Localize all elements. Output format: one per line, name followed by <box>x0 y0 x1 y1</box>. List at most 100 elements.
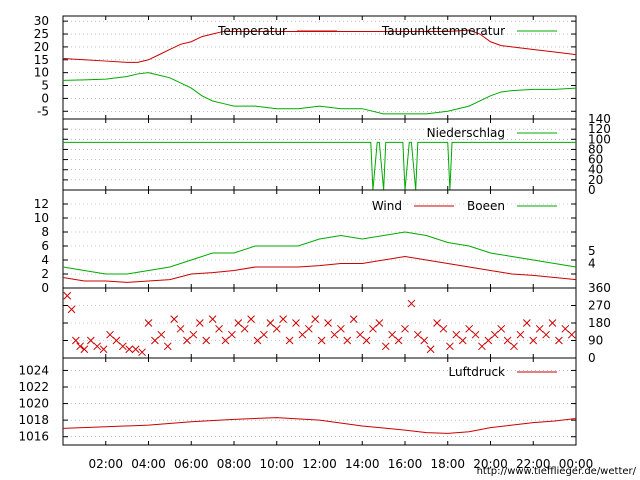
scatter-point <box>208 315 217 323</box>
series-line-boeen <box>62 231 577 275</box>
x-tick-label: 20:00 <box>473 457 508 471</box>
y-tick-label: 2 <box>41 267 49 281</box>
legend-label: Luftdruck <box>448 365 505 379</box>
scatter-point <box>555 336 563 345</box>
x-tick-label: 06:00 <box>174 457 209 471</box>
scatter-point <box>260 330 268 339</box>
scatter-point <box>112 336 121 345</box>
scatter-point <box>131 345 140 354</box>
legend-label: Boeen <box>467 199 505 213</box>
y-tick-label: 1022 <box>18 380 49 394</box>
scatter-point <box>311 315 320 323</box>
series-line-luftdruck <box>62 417 577 434</box>
x-tick-label: 22:00 <box>516 457 551 471</box>
y-tick-label: 10 <box>34 211 49 225</box>
y-tick-label: 15 <box>34 53 49 67</box>
scatter-point <box>337 324 345 333</box>
y-tick-label: 0 <box>41 91 49 105</box>
x-tick-label: 00:00 <box>559 457 594 471</box>
y-tick-label: 1024 <box>18 363 49 377</box>
y-tick-label: 0 <box>588 351 596 365</box>
y-tick-label: 4 <box>41 253 49 267</box>
scatter-point <box>304 324 313 333</box>
scatter-point <box>497 324 506 333</box>
scatter-point <box>529 336 538 345</box>
scatter-point <box>349 315 358 323</box>
scatter-point <box>298 330 307 339</box>
y-tick-label: 80 <box>588 142 603 156</box>
y-tick-label: 25 <box>34 27 49 41</box>
scatter-point <box>356 330 364 339</box>
y-tick-label: 90 <box>588 334 603 348</box>
x-tick-label: 10:00 <box>259 457 294 471</box>
legend-label: Taupunkttemperatur <box>381 24 505 38</box>
scatter-point <box>394 336 403 345</box>
scatter-point <box>324 319 332 327</box>
scatter-point <box>375 319 384 327</box>
scatter-point <box>189 330 198 339</box>
scatter-point <box>330 330 339 339</box>
scatter-point <box>67 305 76 314</box>
scatter-point <box>228 330 236 339</box>
scatter-point <box>157 330 166 339</box>
scatter-point <box>176 324 185 333</box>
scatter-point <box>362 336 371 345</box>
scatter-point <box>247 315 255 323</box>
scatter-point <box>195 319 204 327</box>
scatter-point <box>478 342 486 351</box>
scatter-point <box>138 348 146 357</box>
legend-label: Wind <box>372 199 402 213</box>
scatter-point <box>503 336 512 345</box>
scatter-point <box>221 336 230 345</box>
scatter-point <box>490 330 499 339</box>
scatter-point <box>253 336 262 345</box>
x-tick-label: 04:00 <box>131 457 166 471</box>
scatter-point <box>381 342 390 351</box>
scatter-point <box>63 291 72 300</box>
scatter-point <box>452 330 461 339</box>
scatter-point <box>317 336 326 345</box>
y-tick-label: 20 <box>34 40 49 54</box>
scatter-point <box>420 336 429 345</box>
scatter-point <box>535 324 544 333</box>
series-line-taupunkttemperatur <box>62 72 577 115</box>
y-tick-label: 1018 <box>18 413 49 427</box>
scatter-point <box>240 324 249 333</box>
scatter-point <box>465 324 473 333</box>
y-tick-label: 20 <box>588 173 603 187</box>
scatter-point <box>266 319 275 327</box>
scatter-point <box>144 319 153 327</box>
scatter-point <box>279 315 288 323</box>
y-tick-label: 1020 <box>18 397 49 411</box>
footer-url: http://www.tiefflieger.de/wetter/ <box>477 466 637 477</box>
scatter-point <box>285 336 294 345</box>
scatter-point <box>561 324 570 333</box>
scatter-point <box>446 342 454 351</box>
y-tick-label: 0 <box>41 281 49 295</box>
x-tick-label: 16:00 <box>388 457 423 471</box>
y-tick-label: 120 <box>588 122 611 136</box>
y-tick-label: 140 <box>588 112 611 126</box>
scatter-point <box>484 336 493 345</box>
scatter-point <box>369 324 377 333</box>
scatter-point <box>292 319 300 327</box>
scatter-point <box>125 345 134 354</box>
y-tick-label: 30 <box>34 14 49 28</box>
series-line-niederschlag <box>63 141 576 191</box>
y-right-label: 4 <box>588 257 596 271</box>
scatter-point <box>170 315 179 323</box>
scatter-point <box>118 342 127 351</box>
x-tick-label: 08:00 <box>217 457 252 471</box>
scatter-point <box>343 336 352 345</box>
y-tick-label: 6 <box>41 239 49 253</box>
scatter-point <box>71 336 80 345</box>
series-line-temperatur <box>62 29 577 63</box>
scatter-point <box>163 342 172 351</box>
scatter-point <box>93 342 102 351</box>
y-tick-label: 5 <box>41 79 49 93</box>
scatter-point <box>151 336 159 345</box>
y-tick-label: 100 <box>588 132 611 146</box>
scatter-point <box>76 342 84 351</box>
y-tick-label: 270 <box>588 299 611 313</box>
